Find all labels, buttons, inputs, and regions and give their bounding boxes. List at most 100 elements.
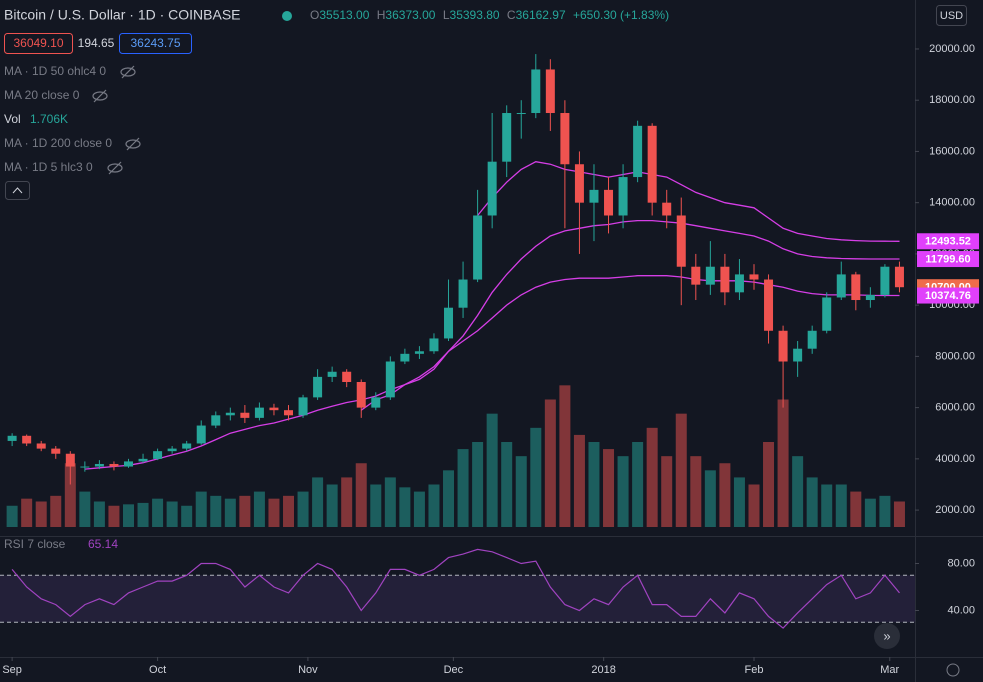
volume-bar [21, 498, 33, 527]
ohlc-change: +650.30 (+1.83%) [573, 8, 669, 22]
settings-icon[interactable] [946, 663, 960, 677]
ohlc-label: C [507, 8, 516, 22]
volume-bar [35, 501, 47, 527]
candle-body [138, 458, 148, 462]
candle-body [589, 189, 599, 203]
indicator-label[interactable]: MA · 1D 50 ohlc4 0 [4, 64, 106, 78]
candle-body [691, 266, 701, 285]
candle-body [444, 307, 454, 339]
candle-body [196, 425, 206, 444]
volume-bar [603, 449, 615, 527]
candle-body [865, 294, 875, 301]
y-tick-label: 4000.00 [935, 453, 975, 465]
volume-bar [704, 470, 716, 527]
volume-bar [224, 498, 236, 527]
y-tick-label: 6000.00 [935, 402, 975, 414]
candle-body [836, 274, 846, 298]
ohlc-value: 35393.80 [450, 8, 500, 22]
rsi-value: 65.14 [88, 537, 118, 551]
x-tick-label: Mar [880, 664, 899, 676]
ohlc-label: H [377, 8, 386, 22]
volume-bar [93, 501, 105, 527]
candle-body [720, 266, 730, 293]
symbol-title: Bitcoin / U.S. Dollar · 1D · COINBASE [4, 7, 241, 23]
candle-body [356, 382, 366, 408]
candle-body [22, 435, 32, 444]
currency: USD [940, 10, 963, 22]
candle-body [487, 161, 497, 216]
eye-off-icon[interactable] [107, 161, 123, 175]
candle-body [284, 410, 294, 416]
price-label-box [917, 287, 979, 304]
y-tick-label: 20000.00 [929, 43, 975, 55]
candle-body [211, 415, 221, 426]
x-tick-label: Nov [298, 664, 318, 676]
moving-average [477, 161, 900, 242]
indicator-label[interactable]: Vol [4, 112, 21, 126]
indicator-label[interactable]: MA 20 close 0 [4, 88, 80, 102]
volume-bar [297, 491, 309, 527]
indicator-label[interactable]: MA · 1D 5 hlc3 0 [4, 160, 93, 174]
candle-body [94, 463, 104, 467]
candle-body [65, 453, 75, 467]
candle-body [80, 466, 90, 468]
ohlc-label: O [310, 8, 319, 22]
volume-bar [122, 504, 134, 527]
candle-body [342, 371, 352, 383]
volume-bar [879, 495, 891, 527]
ohlc-label: L [443, 8, 450, 22]
price-label: 11799.60 [925, 253, 970, 265]
bid: 36049.10 [13, 36, 63, 50]
candle-body [734, 274, 744, 293]
ohlc-value: 36162.97 [516, 8, 566, 22]
volume-bar [472, 442, 484, 527]
volume-bar [588, 442, 600, 527]
eye-off-icon[interactable] [120, 65, 136, 79]
volume-bar [777, 399, 789, 527]
candle-body [793, 348, 803, 362]
volume-bar [283, 495, 295, 527]
scroll-button[interactable] [874, 623, 900, 649]
volume-bar [617, 456, 629, 527]
eye-off-icon[interactable] [125, 137, 141, 151]
volume-bar [268, 498, 280, 527]
volume-bar [573, 434, 585, 527]
volume-bar [850, 491, 862, 527]
y-tick-label: 14000.00 [929, 197, 975, 209]
ask-box[interactable] [119, 33, 192, 54]
bid-box[interactable] [4, 33, 73, 54]
volume-bar [152, 498, 164, 527]
candle-body [225, 412, 235, 416]
candle-body [851, 274, 861, 301]
volume-bar [893, 501, 905, 527]
currency-button[interactable] [936, 5, 967, 26]
volume-bar [632, 442, 644, 527]
collapse-icon [12, 187, 23, 194]
volume-bar [530, 427, 542, 527]
candle-body [36, 443, 46, 449]
volume-bar [384, 477, 396, 527]
y-tick-label: 18000.00 [929, 94, 975, 106]
indicator-label[interactable]: MA · 1D 200 close 0 [4, 136, 112, 150]
volume-bar [486, 413, 498, 527]
market-status[interactable] [282, 11, 292, 21]
volume-bar [79, 491, 91, 527]
rsi-title: RSI 7 close [4, 537, 66, 551]
volume-bar [6, 505, 18, 527]
candle-body [705, 266, 715, 285]
x-tick-label: Dec [444, 664, 464, 676]
hidden-icons [92, 65, 141, 175]
candle-body [516, 113, 526, 115]
collapse-button[interactable] [5, 181, 30, 200]
candle-body [371, 397, 381, 408]
eye-off-icon[interactable] [92, 89, 108, 103]
volume-bar [733, 477, 745, 527]
y-tick-label: 8000.00 [935, 350, 975, 362]
candle-body [574, 164, 584, 203]
volume-value: 1.706K [30, 112, 68, 126]
candle-body [473, 215, 483, 280]
volume-bar [719, 463, 731, 527]
